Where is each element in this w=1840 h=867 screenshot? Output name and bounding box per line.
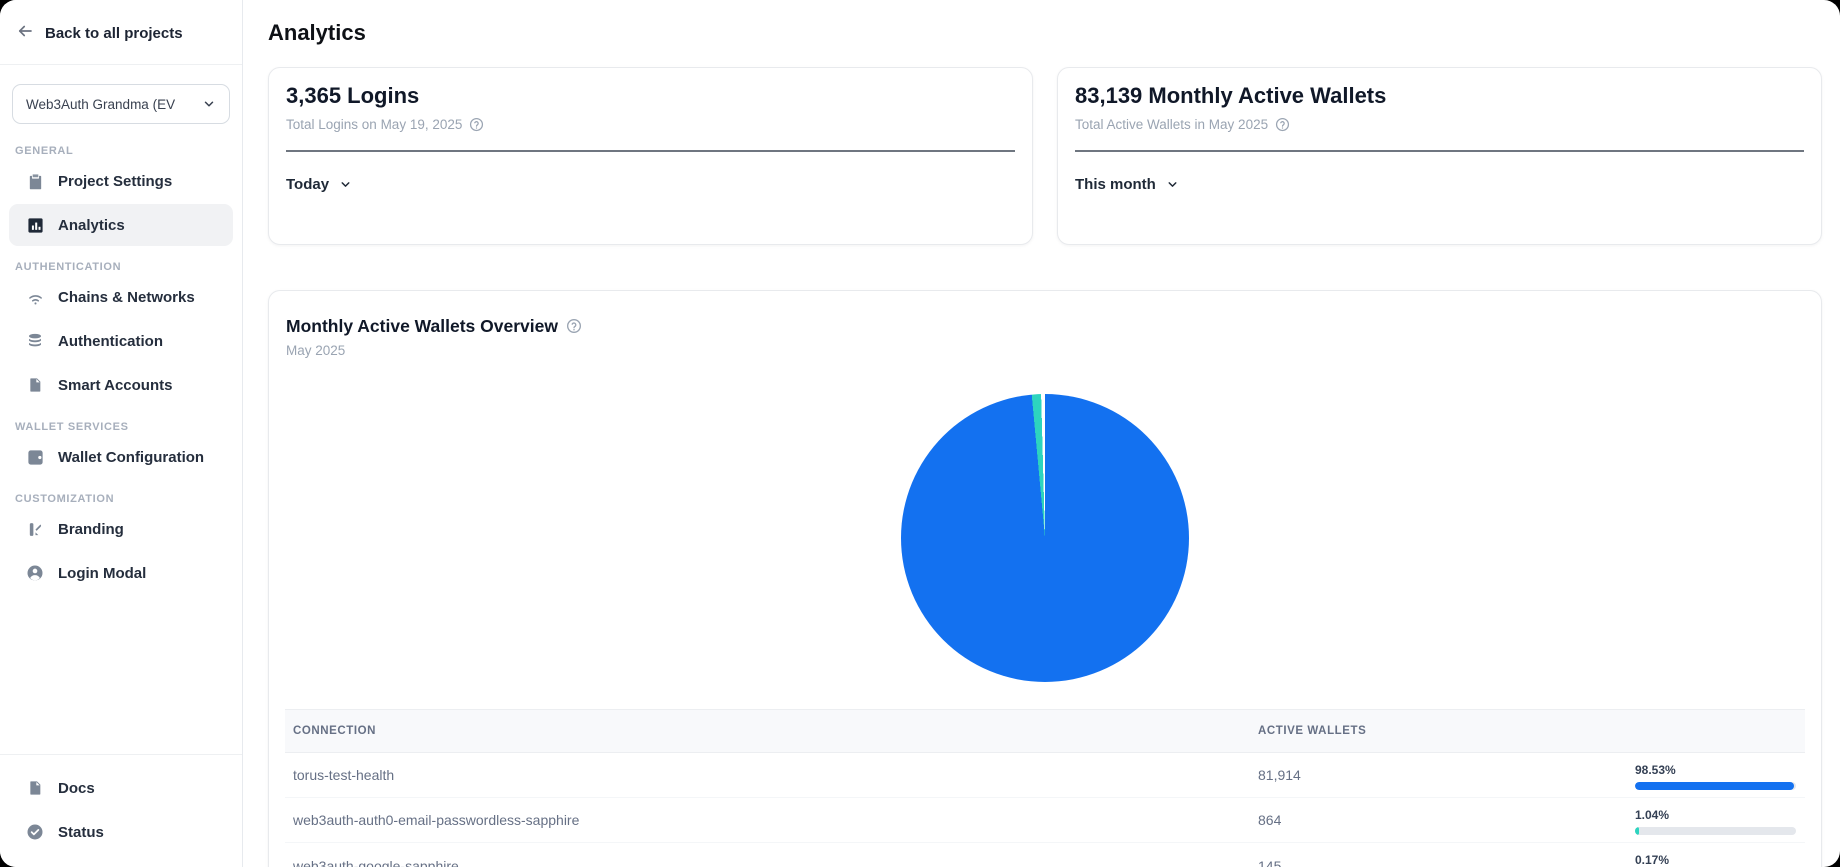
logins-stat-subtitle: Total Logins on May 19, 2025 [286,117,463,132]
table-row: web3auth-google-sapphire 145 0.17% [285,843,1805,867]
project-selector-value: Web3Auth Grandma (EV [26,96,176,112]
stat-cards-row: 3,365 Logins Total Logins on May 19, 202… [268,67,1822,245]
percent-bar-track [1635,781,1796,790]
help-icon[interactable] [566,318,582,334]
sidebar-item-wallet-configuration[interactable]: Wallet Configuration [9,436,233,478]
database-icon [25,331,45,351]
percent-bar-fill [1635,781,1794,790]
sidebar: Back to all projects Web3Auth Grandma (E… [0,0,243,867]
sidebar-item-smart-accounts[interactable]: Smart Accounts [9,364,233,406]
percent-bar-fill [1635,826,1639,835]
overview-subtitle: May 2025 [286,343,346,358]
maw-stat-value: 83,139 Monthly Active Wallets [1075,83,1387,108]
wifi-icon [25,287,45,307]
table-header-row: CONNECTION ACTIVE WALLETS [285,709,1805,753]
sidebar-item-label: Wallet Configuration [58,448,205,466]
sidebar-item-label: Project Settings [58,172,173,190]
section-label-customization: CUSTOMIZATION [15,493,115,505]
document-icon [25,375,45,395]
sidebar-item-authentication[interactable]: Authentication [9,320,233,362]
branding-icon [25,519,45,539]
section-label-authentication: AUTHENTICATION [15,261,122,273]
wallet-icon [25,447,45,467]
pie-chart [901,394,1189,682]
maw-overview-card: Monthly Active Wallets Overview May 2025… [268,290,1822,867]
sidebar-item-label: Smart Accounts [58,376,173,394]
maw-stat-card: 83,139 Monthly Active Wallets Total Acti… [1057,67,1822,245]
table-row: web3auth-auth0-email-passwordless-sapphi… [285,798,1805,843]
percent-label: 98.53% [1635,762,1676,777]
sidebar-item-chains-networks[interactable]: Chains & Networks [9,276,233,318]
section-label-wallet-services: WALLET SERVICES [15,421,129,433]
chevron-down-icon [204,101,214,107]
logins-range-dropdown[interactable]: Today [286,176,352,193]
help-icon[interactable] [469,117,484,132]
percent-label: 0.17% [1635,853,1670,867]
page-title: Analytics [268,20,366,45]
help-icon[interactable] [1275,117,1290,132]
maw-stat-subtitle: Total Active Wallets in May 2025 [1075,117,1269,132]
card-divider [286,150,1015,152]
logins-stat-value: 3,365 Logins [286,83,420,108]
sidebar-item-label: Chains & Networks [58,288,195,306]
sidebar-item-docs[interactable]: Docs [9,767,233,809]
user-icon [25,563,45,583]
sidebar-item-project-settings[interactable]: Project Settings [9,160,233,202]
chevron-down-icon [1168,182,1177,187]
main-content: Analytics 3,365 Logins Total Logins on M… [243,0,1840,867]
arrow-left-icon [16,22,34,45]
project-selector[interactable]: Web3Auth Grandma (EV [12,84,230,124]
sidebar-footer: Docs Status [0,754,242,867]
active-wallets-value: 81,914 [1258,767,1301,783]
logins-stat-card: 3,365 Logins Total Logins on May 19, 202… [268,67,1033,245]
back-link-label: Back to all projects [45,25,183,42]
chevron-down-icon [341,182,350,187]
connection-name: web3auth-google-sapphire [293,857,459,867]
active-wallets-value: 145 [1258,857,1282,867]
sidebar-divider [0,64,242,65]
sidebar-item-analytics[interactable]: Analytics [9,204,233,246]
card-divider [1075,150,1804,152]
sidebar-item-label: Login Modal [58,564,147,582]
sidebar-item-label: Branding [58,520,124,538]
sidebar-item-label: Status [58,823,104,841]
sidebar-footer-divider [0,754,242,755]
sidebar-item-status[interactable]: Status [9,811,233,853]
percent-bar-track [1635,826,1796,835]
column-header-active-wallets: ACTIVE WALLETS [1258,725,1367,737]
sidebar-nav: GENERAL Project Settings Analytics AUTHE… [0,130,242,596]
sidebar-item-branding[interactable]: Branding [9,508,233,550]
document-icon [25,778,45,798]
sidebar-item-label: Analytics [58,216,125,234]
table-row: torus-test-health 81,914 98.53% [285,753,1805,798]
overview-title: Monthly Active Wallets Overview [286,316,558,336]
connection-name: torus-test-health [293,767,395,783]
column-header-connection: CONNECTION [293,725,377,737]
logins-range-label: Today [286,176,330,193]
sidebar-item-label: Authentication [58,332,163,350]
bar-chart-icon [25,215,45,235]
active-wallets-value: 864 [1258,812,1282,828]
maw-range-label: This month [1075,176,1156,193]
back-link[interactable]: Back to all projects [0,0,242,64]
connection-name: web3auth-auth0-email-passwordless-sapphi… [293,812,580,828]
check-circle-icon [25,822,45,842]
percent-label: 1.04% [1635,807,1670,822]
section-label-general: GENERAL [15,145,74,157]
sidebar-item-login-modal[interactable]: Login Modal [9,552,233,594]
sidebar-item-label: Docs [58,779,95,797]
clipboard-icon [25,171,45,191]
connections-table: CONNECTION ACTIVE WALLETS torus-test-hea… [285,709,1805,867]
maw-range-dropdown[interactable]: This month [1075,176,1179,193]
